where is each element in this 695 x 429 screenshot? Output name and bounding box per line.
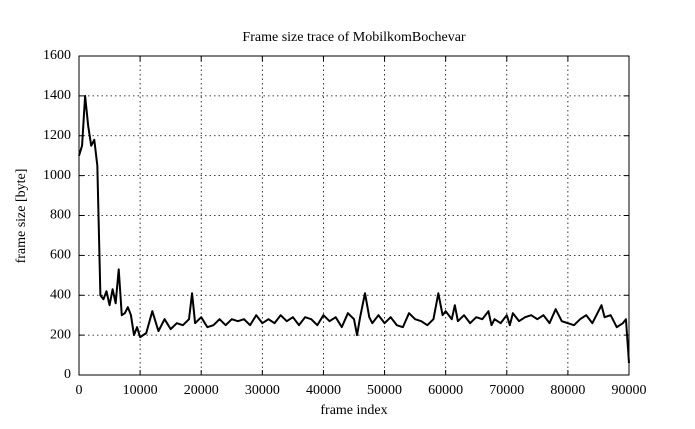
y-tick-label: 800	[50, 208, 71, 223]
x-tick-label: 60000	[428, 383, 463, 398]
x-tick-label: 30000	[245, 383, 280, 398]
y-tick-label: 0	[64, 367, 71, 382]
x-tick-label: 10000	[123, 383, 158, 398]
x-tick-label: 80000	[550, 383, 585, 398]
chart-title: Frame size trace of MobilkomBochevar	[242, 30, 465, 45]
y-tick-label: 200	[50, 327, 71, 342]
y-axis-label: frame size [byte]	[14, 169, 29, 264]
x-tick-label: 70000	[489, 383, 524, 398]
y-tick-label: 400	[50, 287, 71, 302]
x-tick-label: 90000	[612, 383, 647, 398]
x-tick-label: 40000	[306, 383, 341, 398]
x-axis-label: frame index	[320, 403, 387, 418]
y-tick-label: 1000	[43, 168, 71, 183]
x-tick-label: 0	[76, 383, 83, 398]
plot-frame	[78, 55, 630, 376]
x-tick-label: 20000	[184, 383, 219, 398]
data-line	[78, 94, 630, 364]
y-tick-label: 600	[50, 248, 71, 263]
y-tick-label: 1200	[43, 128, 71, 143]
y-tick-label: 1600	[43, 48, 71, 63]
x-tick-label: 50000	[367, 383, 402, 398]
y-tick-label: 1400	[43, 88, 71, 103]
